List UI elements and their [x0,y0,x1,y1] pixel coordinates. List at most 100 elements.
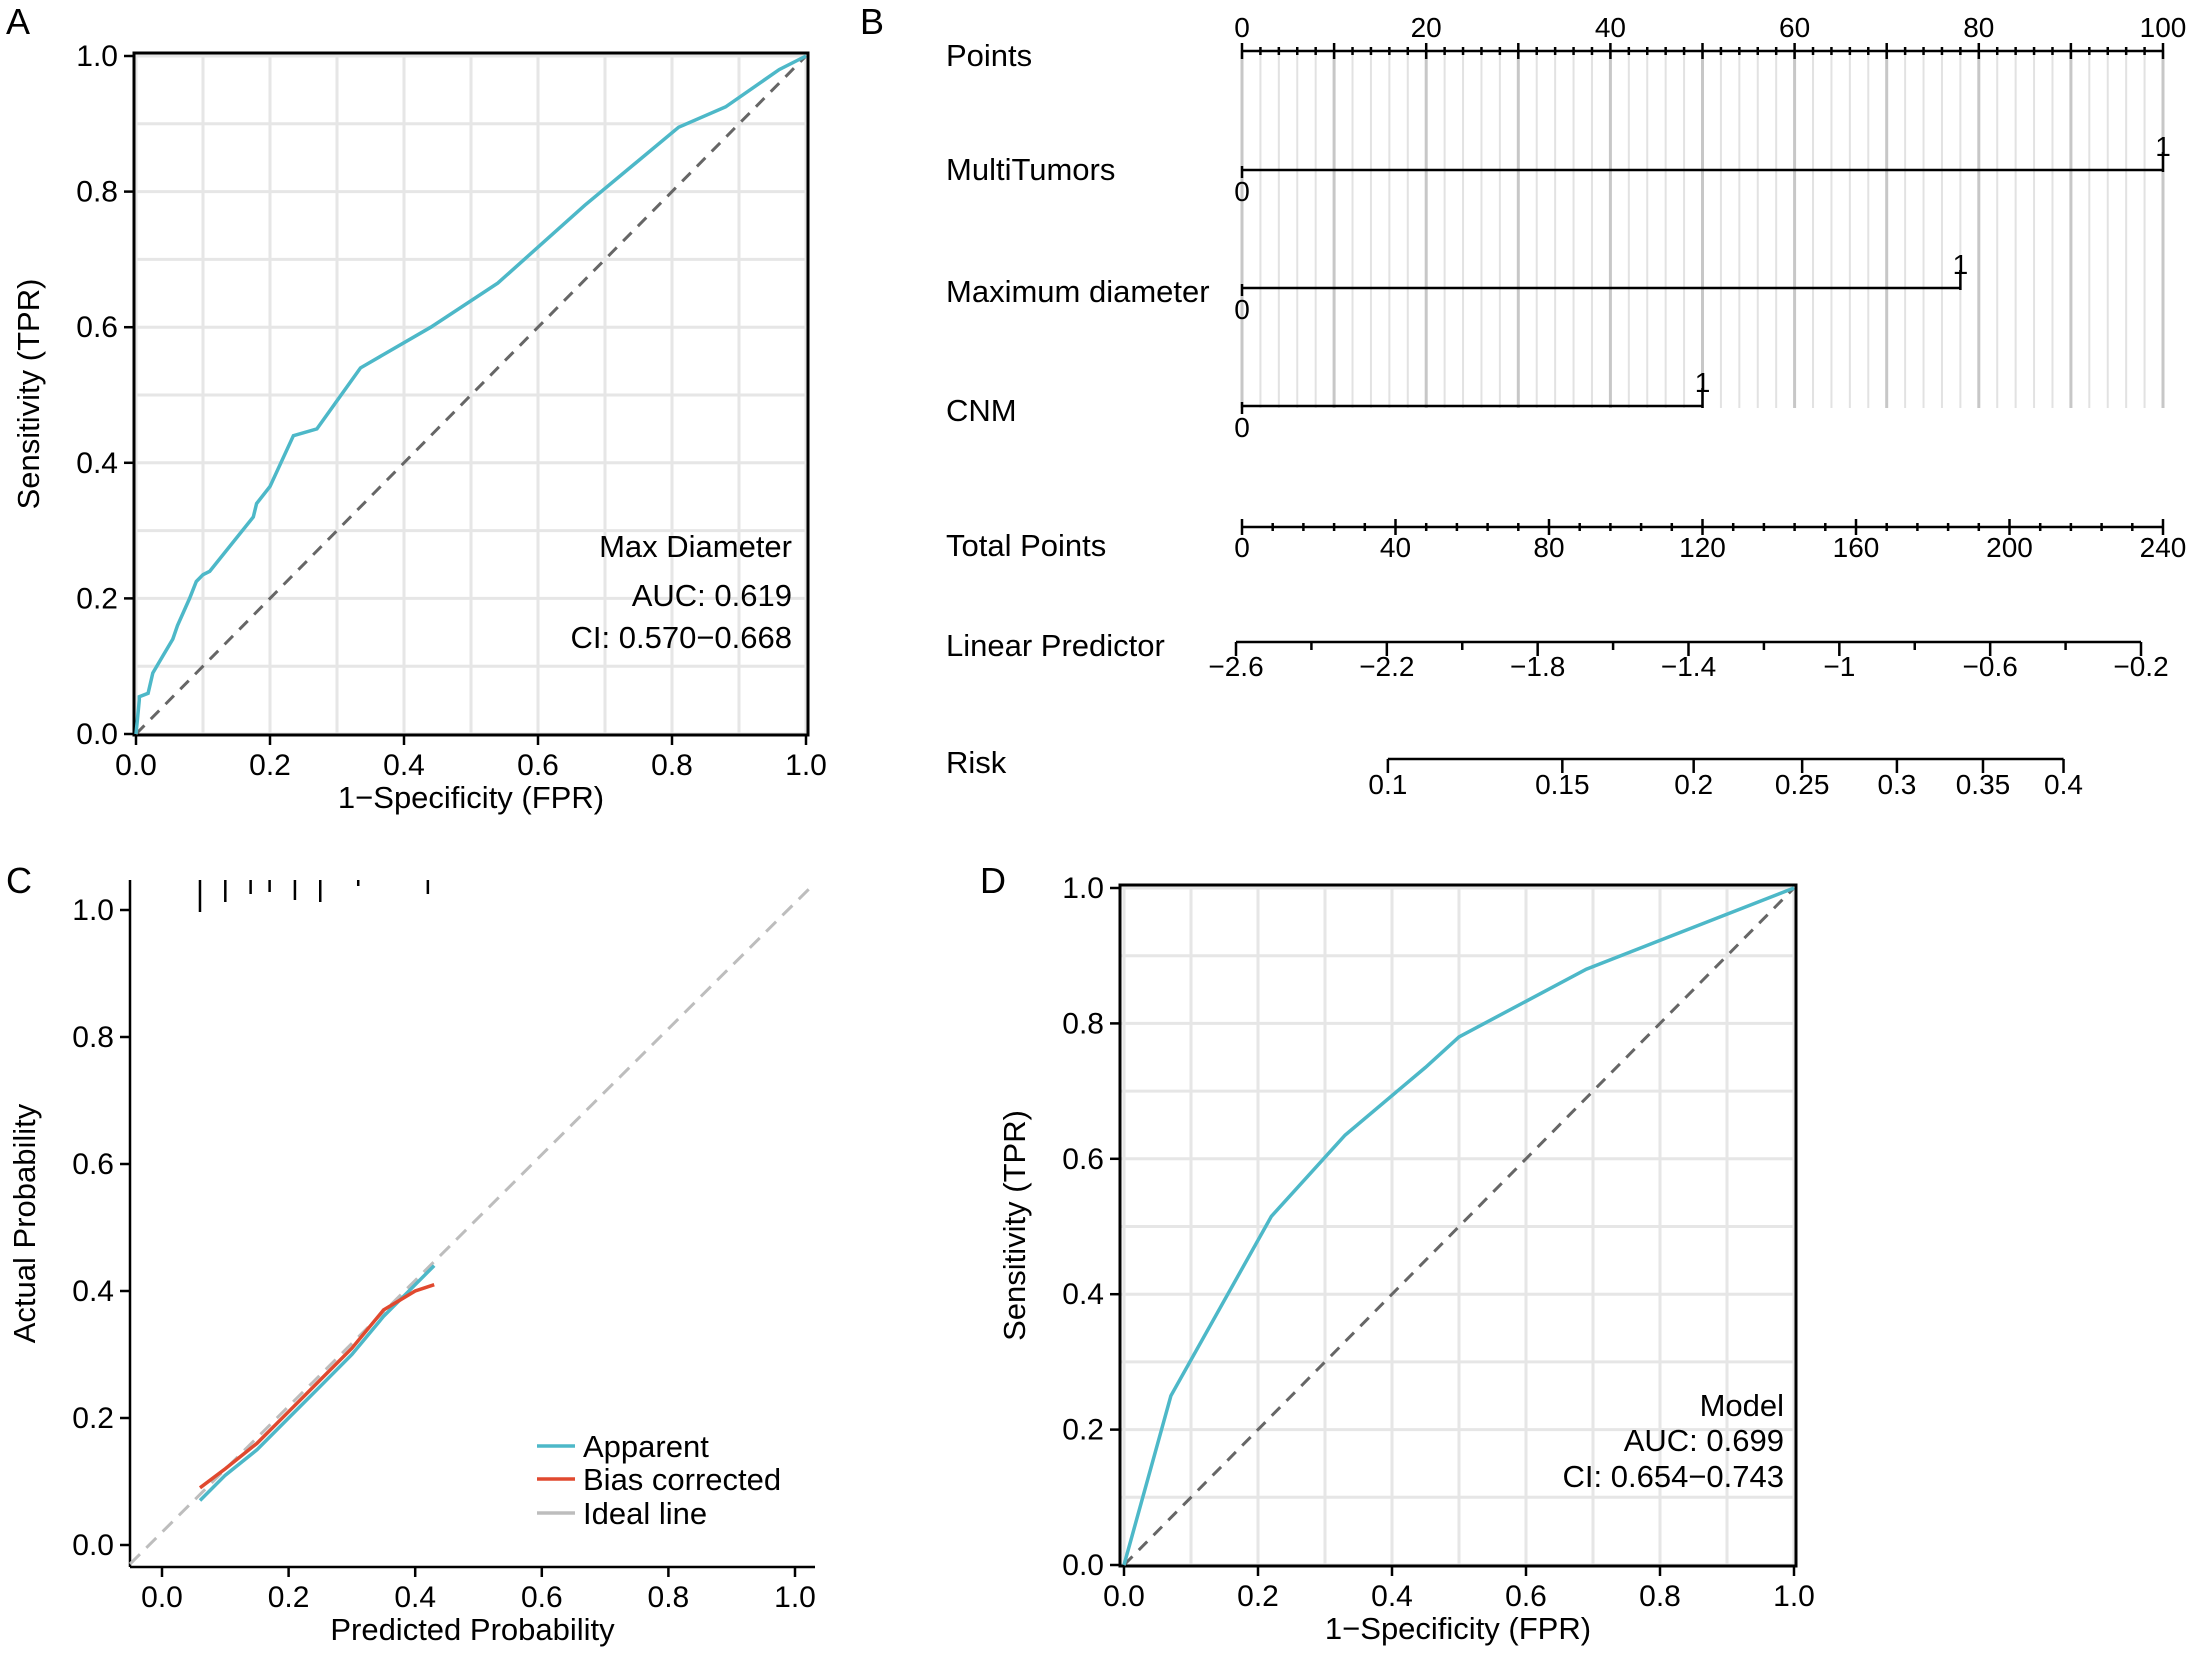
x-tick-label: 0.8 [651,749,693,782]
plot-frame [132,51,810,737]
nomogram-row-label: Maximum diameter [946,274,1210,309]
auc-annotation-line: AUC: 0.619 [632,578,792,613]
x-tick-label: 1.0 [1773,1580,1815,1613]
x-tick-label: 1.0 [774,1581,816,1614]
y-tick-label: 0.4 [72,1275,114,1308]
total-points-tick-label: 80 [1533,532,1564,563]
reference-diagonal-line [1122,886,1796,1567]
y-tick-label: 0.2 [72,1402,114,1435]
x-axis-title: 1−Specificity (FPR) [1325,1611,1591,1646]
nomogram-row-label: Total Points [946,528,1106,563]
y-tick-label: 0.2 [76,582,118,615]
predictor-low-label: 0 [1234,294,1250,325]
x-tick-label: 0.6 [521,1581,563,1614]
y-tick-label: 1.0 [1062,872,1104,905]
y-tick-label: 0.8 [72,1021,114,1054]
predictor-high-label: 1 [1695,367,1711,398]
auc-annotation-line: CI: 0.654−0.743 [1563,1459,1784,1494]
total-points-tick-label: 40 [1380,532,1411,563]
total-points-tick-label: 240 [2140,532,2187,563]
nomogram-row-label: Linear Predictor [946,628,1165,663]
risk-tick-label: 0.1 [1368,769,1407,800]
risk-tick-label: 0.3 [1877,769,1916,800]
points-tick-label: 80 [1963,12,1994,43]
plot-frame [1118,883,1798,1568]
y-tick-label: 0.4 [76,447,118,480]
x-tick-label: 1.0 [785,749,827,782]
panel-d-roc-chart: 0.0 0.2 0.4 0.6 0.8 1.0 0.0 0.2 0.4 0.6 0.8 1.0 1−Sp… [997,872,1815,1646]
panel-label-d: D [980,860,1006,901]
linear-predictor-tick-label: −2.6 [1208,651,1263,682]
x-axis-title: 1−Specificity (FPR) [338,780,604,815]
x-tick-label: 0.4 [1371,1580,1413,1613]
y-tick-label: 0.6 [72,1148,114,1181]
total-points-tick-label: 200 [1986,532,2033,563]
total-points-tick-label: 160 [1833,532,1880,563]
risk-tick-label: 0.15 [1535,769,1590,800]
points-tick-label: 40 [1595,12,1626,43]
panel-a-roc-chart: 0.0 0.2 0.4 0.6 0.8 1.0 0.0 0.2 0.4 0.6 0.8 1.0 1−Sp… [11,40,827,815]
panel-label-a: A [6,1,30,42]
linear-predictor-tick-label: −1.4 [1661,651,1716,682]
x-tick-label: 0.8 [1639,1580,1681,1613]
bias-corrected-curve [198,1283,435,1490]
linear-predictor-tick-label: −2.2 [1359,651,1414,682]
y-tick-label: 0.6 [76,311,118,344]
y-axis-title: Actual Probability [7,1103,42,1343]
x-tick-label: 0.6 [517,749,559,782]
legend-label: Ideal line [583,1496,707,1531]
y-tick-label: 0.2 [1062,1414,1104,1447]
x-tick-label: 0.0 [115,749,157,782]
roc-curve-model [1122,886,1795,1566]
nomogram-row-label: MultiTumors [946,152,1115,187]
x-tick-label: 0.8 [648,1581,690,1614]
x-tick-label: 0.0 [141,1581,183,1614]
linear-predictor-tick-label: −0.2 [2113,651,2168,682]
total-points-tick-label: 0 [1234,532,1250,563]
nomogram-row-label: Risk [946,745,1007,780]
auc-annotation-line: Max Diameter [599,529,792,564]
y-tick-label: 1.0 [76,40,118,73]
x-tick-label: 0.4 [383,749,425,782]
predictor-high-label: 1 [2155,131,2171,162]
points-tick-label: 60 [1779,12,1810,43]
y-tick-label: 0.0 [76,718,118,751]
panel-b-nomogram: Points MultiTumors Maximum diameter CNM Tota… [946,12,2186,800]
auc-annotation-line: CI: 0.570−0.668 [571,620,792,655]
panel-label-c: C [6,860,32,901]
linear-predictor-tick-label: −0.6 [1963,651,2018,682]
y-tick-label: 1.0 [72,894,114,927]
risk-tick-label: 0.25 [1775,769,1830,800]
nomogram-row-label: Points [946,38,1032,73]
x-tick-label: 0.4 [394,1581,436,1614]
y-tick-label: 0.0 [1062,1549,1104,1582]
predictor-low-label: 0 [1234,176,1250,207]
x-tick-label: 0.2 [1237,1580,1279,1613]
x-tick-label: 0.6 [1505,1580,1547,1613]
points-tick-label: 20 [1411,12,1442,43]
x-axis-title: Predicted Probability [330,1612,615,1647]
y-tick-label: 0.0 [72,1529,114,1562]
risk-tick-label: 0.2 [1674,769,1713,800]
auc-annotation-line: AUC: 0.699 [1624,1423,1784,1458]
y-tick-label: 0.6 [1062,1143,1104,1176]
legend-label: Bias corrected [583,1462,781,1497]
y-axis-title: Sensitivity (TPR) [11,279,46,510]
linear-predictor-tick-label: −1 [1823,651,1855,682]
panel-label-b: B [860,1,884,42]
risk-tick-label: 0.4 [2044,769,2083,800]
risk-tick-label: 0.35 [1956,769,2011,800]
y-tick-label: 0.4 [1062,1278,1104,1311]
legend-label: Apparent [583,1429,709,1464]
panel-c-calibration-chart: 0.0 0.2 0.4 0.6 0.8 1.0 0.0 0.2 0.4 0.6 0.8 1.0 Pred… [7,880,817,1647]
x-tick-label: 0.2 [268,1581,310,1614]
nomogram-row-label: CNM [946,393,1017,428]
reference-diagonal-line [134,54,808,736]
total-points-tick-label: 120 [1679,532,1726,563]
y-tick-label: 0.8 [1062,1007,1104,1040]
x-tick-label: 0.2 [249,749,291,782]
predictor-high-label: 1 [1953,249,1969,280]
auc-annotation-line: Model [1700,1388,1784,1423]
points-tick-label: 0 [1234,12,1250,43]
